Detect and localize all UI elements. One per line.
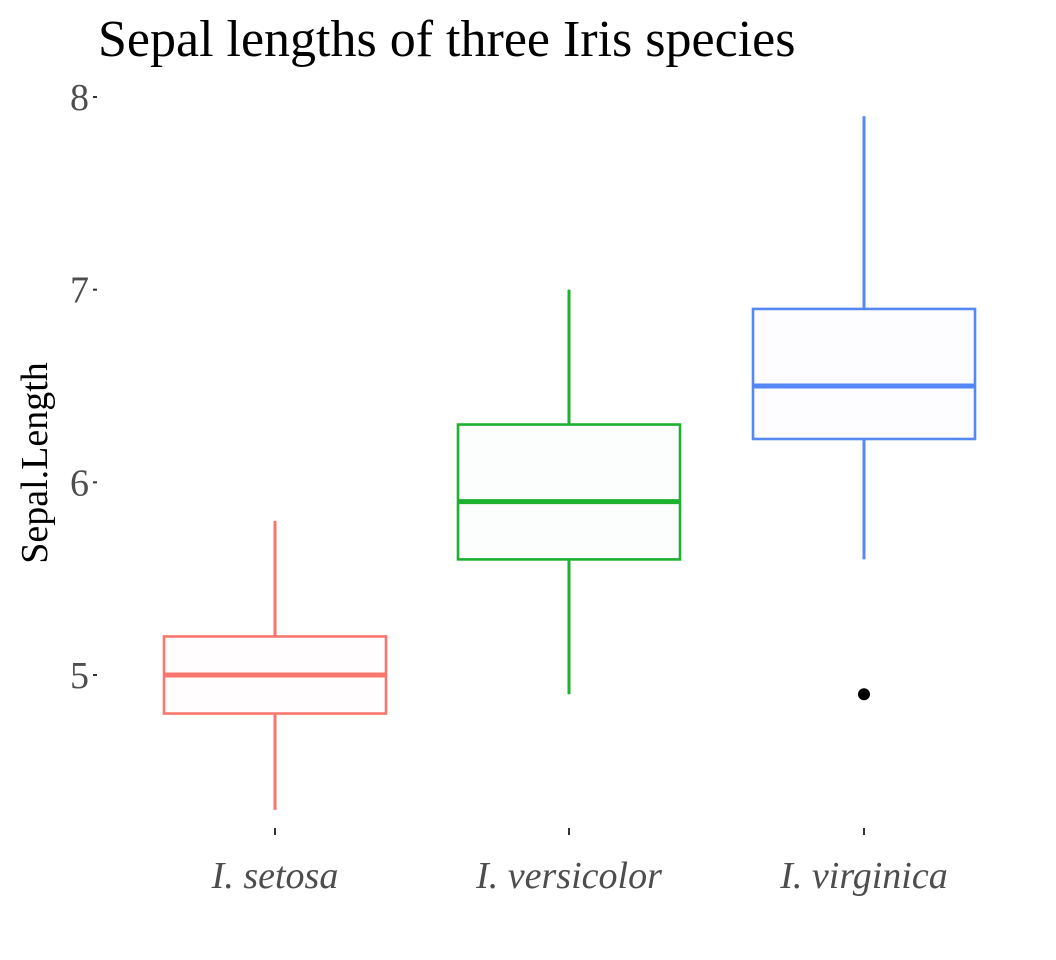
chart-title: Sepal lengths of three Iris species — [98, 11, 795, 68]
box-1 — [162, 520, 388, 810]
y-tick-label: 6 — [70, 462, 89, 504]
y-tick-label: 5 — [70, 655, 89, 697]
iqr-box — [456, 423, 682, 561]
x-tick-label: I. virginica — [779, 855, 947, 897]
box-3 — [751, 116, 977, 701]
x-axis: I. setosa I. versicolor I. virginica — [211, 828, 948, 897]
y-tick-label: 7 — [70, 270, 89, 312]
y-axis: 5 6 7 8 — [70, 77, 97, 697]
box-2 — [456, 289, 682, 695]
x-tick-label: I. setosa — [211, 855, 339, 897]
y-tick-label: 8 — [70, 77, 89, 119]
y-axis-label: Sepal.Length — [14, 362, 56, 564]
iqr-box — [751, 307, 977, 441]
outlier-point — [858, 688, 870, 701]
plot-area — [162, 116, 977, 810]
x-tick-label: I. versicolor — [475, 855, 662, 897]
